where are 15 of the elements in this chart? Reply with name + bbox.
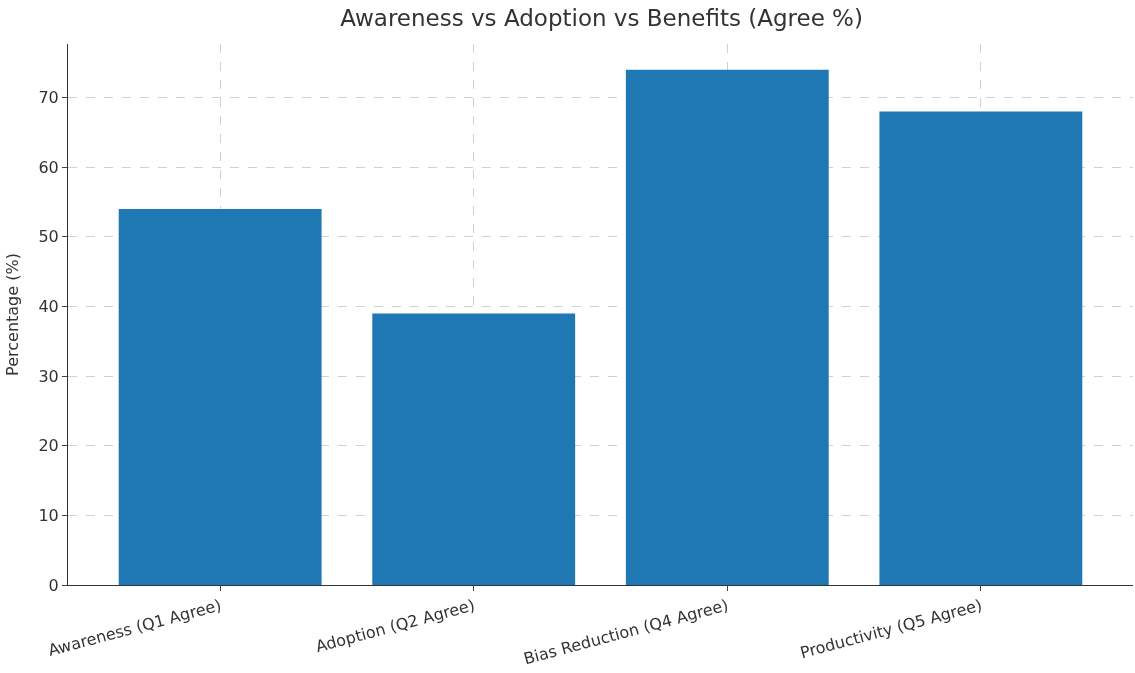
y-tick-label: 0 bbox=[48, 575, 59, 595]
y-tick-label: 60 bbox=[38, 157, 59, 177]
chart-title: Awareness vs Adoption vs Benefits (Agree %) bbox=[340, 5, 863, 32]
bar bbox=[625, 69, 829, 585]
y-tick-label: 50 bbox=[38, 227, 59, 247]
x-tick-label: Adoption (Q2 Agree) bbox=[313, 595, 477, 657]
y-axis-title: Percentage (%) bbox=[3, 253, 23, 376]
bar bbox=[372, 313, 576, 585]
y-tick-label: 40 bbox=[38, 297, 59, 317]
y-tick-label: 70 bbox=[38, 88, 59, 108]
bar bbox=[879, 111, 1083, 585]
y-tick-label: 30 bbox=[38, 366, 59, 386]
bar bbox=[118, 209, 322, 585]
y-tick-label: 20 bbox=[38, 436, 59, 456]
y-tick-label: 10 bbox=[38, 505, 59, 525]
